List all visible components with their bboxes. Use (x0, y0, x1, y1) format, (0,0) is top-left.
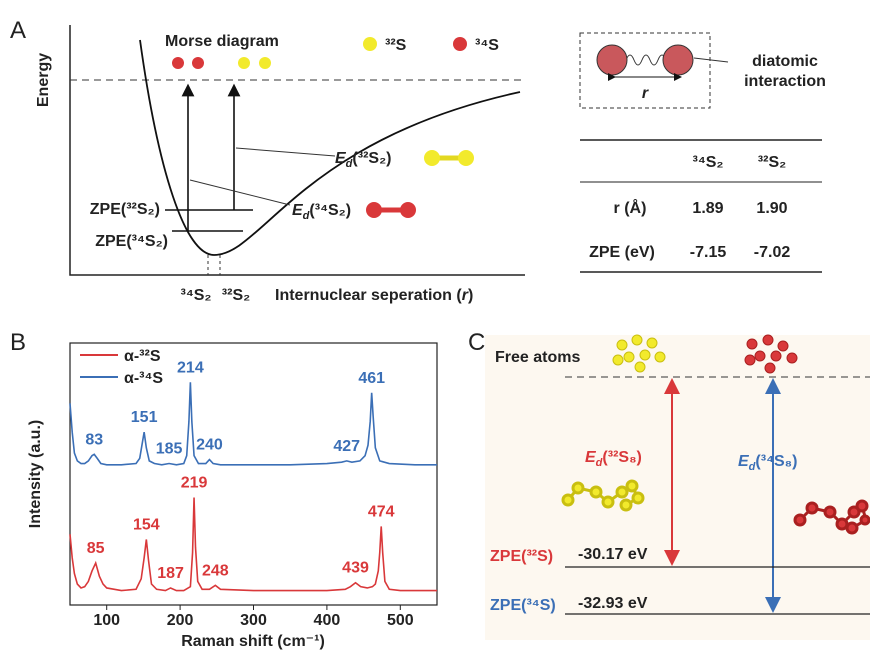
panel-label: A (10, 17, 26, 44)
panel-c: C Free atoms Ed(³²S₈)Ed(³⁴S₈)ZPE(³²S)-30… (468, 329, 870, 640)
atom (172, 57, 184, 69)
x-tick-label: 400 (314, 612, 341, 629)
pointer (190, 180, 290, 205)
pointer (236, 148, 335, 156)
peak-label: 187 (157, 565, 184, 582)
table-cell: 1.89 (692, 200, 723, 217)
minimum-label: ³²S₂ (222, 287, 250, 304)
y-axis-label: Energy (35, 53, 52, 107)
free-atoms-label: Free atoms (495, 349, 580, 366)
atom (192, 57, 204, 69)
table-header: ³⁴S₂ (692, 154, 723, 171)
x-tick-label: 200 (167, 612, 194, 629)
peak-label: 248 (202, 562, 229, 579)
x-axis-label: Internuclear seperation (r) (275, 287, 473, 304)
molecule-icon (424, 150, 474, 166)
level-energy: -32.93 eV (578, 595, 648, 612)
x-tick-label: 500 (387, 612, 414, 629)
inset-caption: diatomic (752, 53, 818, 70)
zpe-label: ZPE(³⁴S₂) (95, 233, 168, 250)
table-cell: -7.15 (690, 244, 727, 261)
y-axis-label: Intensity (a.u.) (27, 420, 44, 528)
peak-label: 427 (333, 438, 360, 455)
peak-label: 461 (358, 370, 385, 387)
table: ³⁴S₂ ³²S₂ r (Å) 1.89 1.90 ZPE (eV) -7.15… (580, 140, 822, 272)
table-cell: 1.90 (756, 200, 787, 217)
panel-background (485, 335, 870, 640)
ed-label: Ed(³²S₂) (335, 150, 392, 170)
spectrum-line (70, 382, 437, 465)
peak-label: 185 (156, 441, 183, 458)
legend-label: ³⁴S (475, 37, 499, 54)
table-cell: ZPE (eV) (589, 244, 655, 261)
table-cell: -7.02 (754, 244, 791, 261)
legend-atom (363, 37, 377, 51)
distance-label: r (642, 85, 649, 102)
legend-atom (453, 37, 467, 51)
peak-label: 85 (87, 540, 105, 557)
peak-label: 439 (342, 560, 369, 577)
table-header: ³²S₂ (758, 154, 786, 171)
diagram-title: Morse diagram (165, 33, 279, 50)
x-tick-label: 300 (240, 612, 267, 629)
inset: r diatomic interaction (580, 33, 826, 108)
panel-b: B Intensity (a.u.) Raman shift (cm⁻¹) 10… (10, 329, 437, 650)
level-label: ZPE(³²S) (490, 548, 553, 565)
ed-label: Ed(³⁴S₂) (292, 202, 351, 222)
minimum-label: ³⁴S₂ (180, 287, 211, 304)
morse-curve (140, 40, 520, 255)
legend-label: α-³²S (124, 348, 161, 365)
atom (238, 57, 250, 69)
x-axis-label: Raman shift (cm⁻¹) (181, 633, 325, 650)
x-tick-label: 100 (93, 612, 120, 629)
ed-species: (³²S₈) (602, 449, 641, 466)
peak-label: 151 (131, 409, 158, 426)
peak-label: 219 (181, 475, 208, 492)
level-label: ZPE(³⁴S) (490, 597, 556, 614)
level-energy: -30.17 eV (578, 546, 648, 563)
peak-label: 154 (133, 517, 160, 534)
panel-label: B (10, 329, 26, 356)
table-cell: r (Å) (614, 198, 647, 217)
legend-label: ³²S (385, 37, 407, 54)
figure: A Energy ZPE(³²S₂) ZPE(³⁴S₂) Ed(³²S₂) Ed… (0, 0, 870, 654)
peak-label: 240 (196, 437, 223, 454)
inset-caption: interaction (744, 73, 826, 90)
zpe-label: ZPE(³²S₂) (90, 201, 160, 218)
panel-label: C (468, 329, 485, 356)
ed-species: (³⁴S₈) (755, 453, 797, 470)
molecule-icon (366, 202, 416, 218)
panel-a: A Energy ZPE(³²S₂) ZPE(³⁴S₂) Ed(³²S₂) Ed… (10, 17, 525, 304)
peak-label: 83 (85, 431, 103, 448)
peak-label: 474 (368, 503, 395, 520)
legend-label: α-³⁴S (124, 370, 163, 387)
peak-label: 214 (177, 359, 204, 376)
atom (259, 57, 271, 69)
